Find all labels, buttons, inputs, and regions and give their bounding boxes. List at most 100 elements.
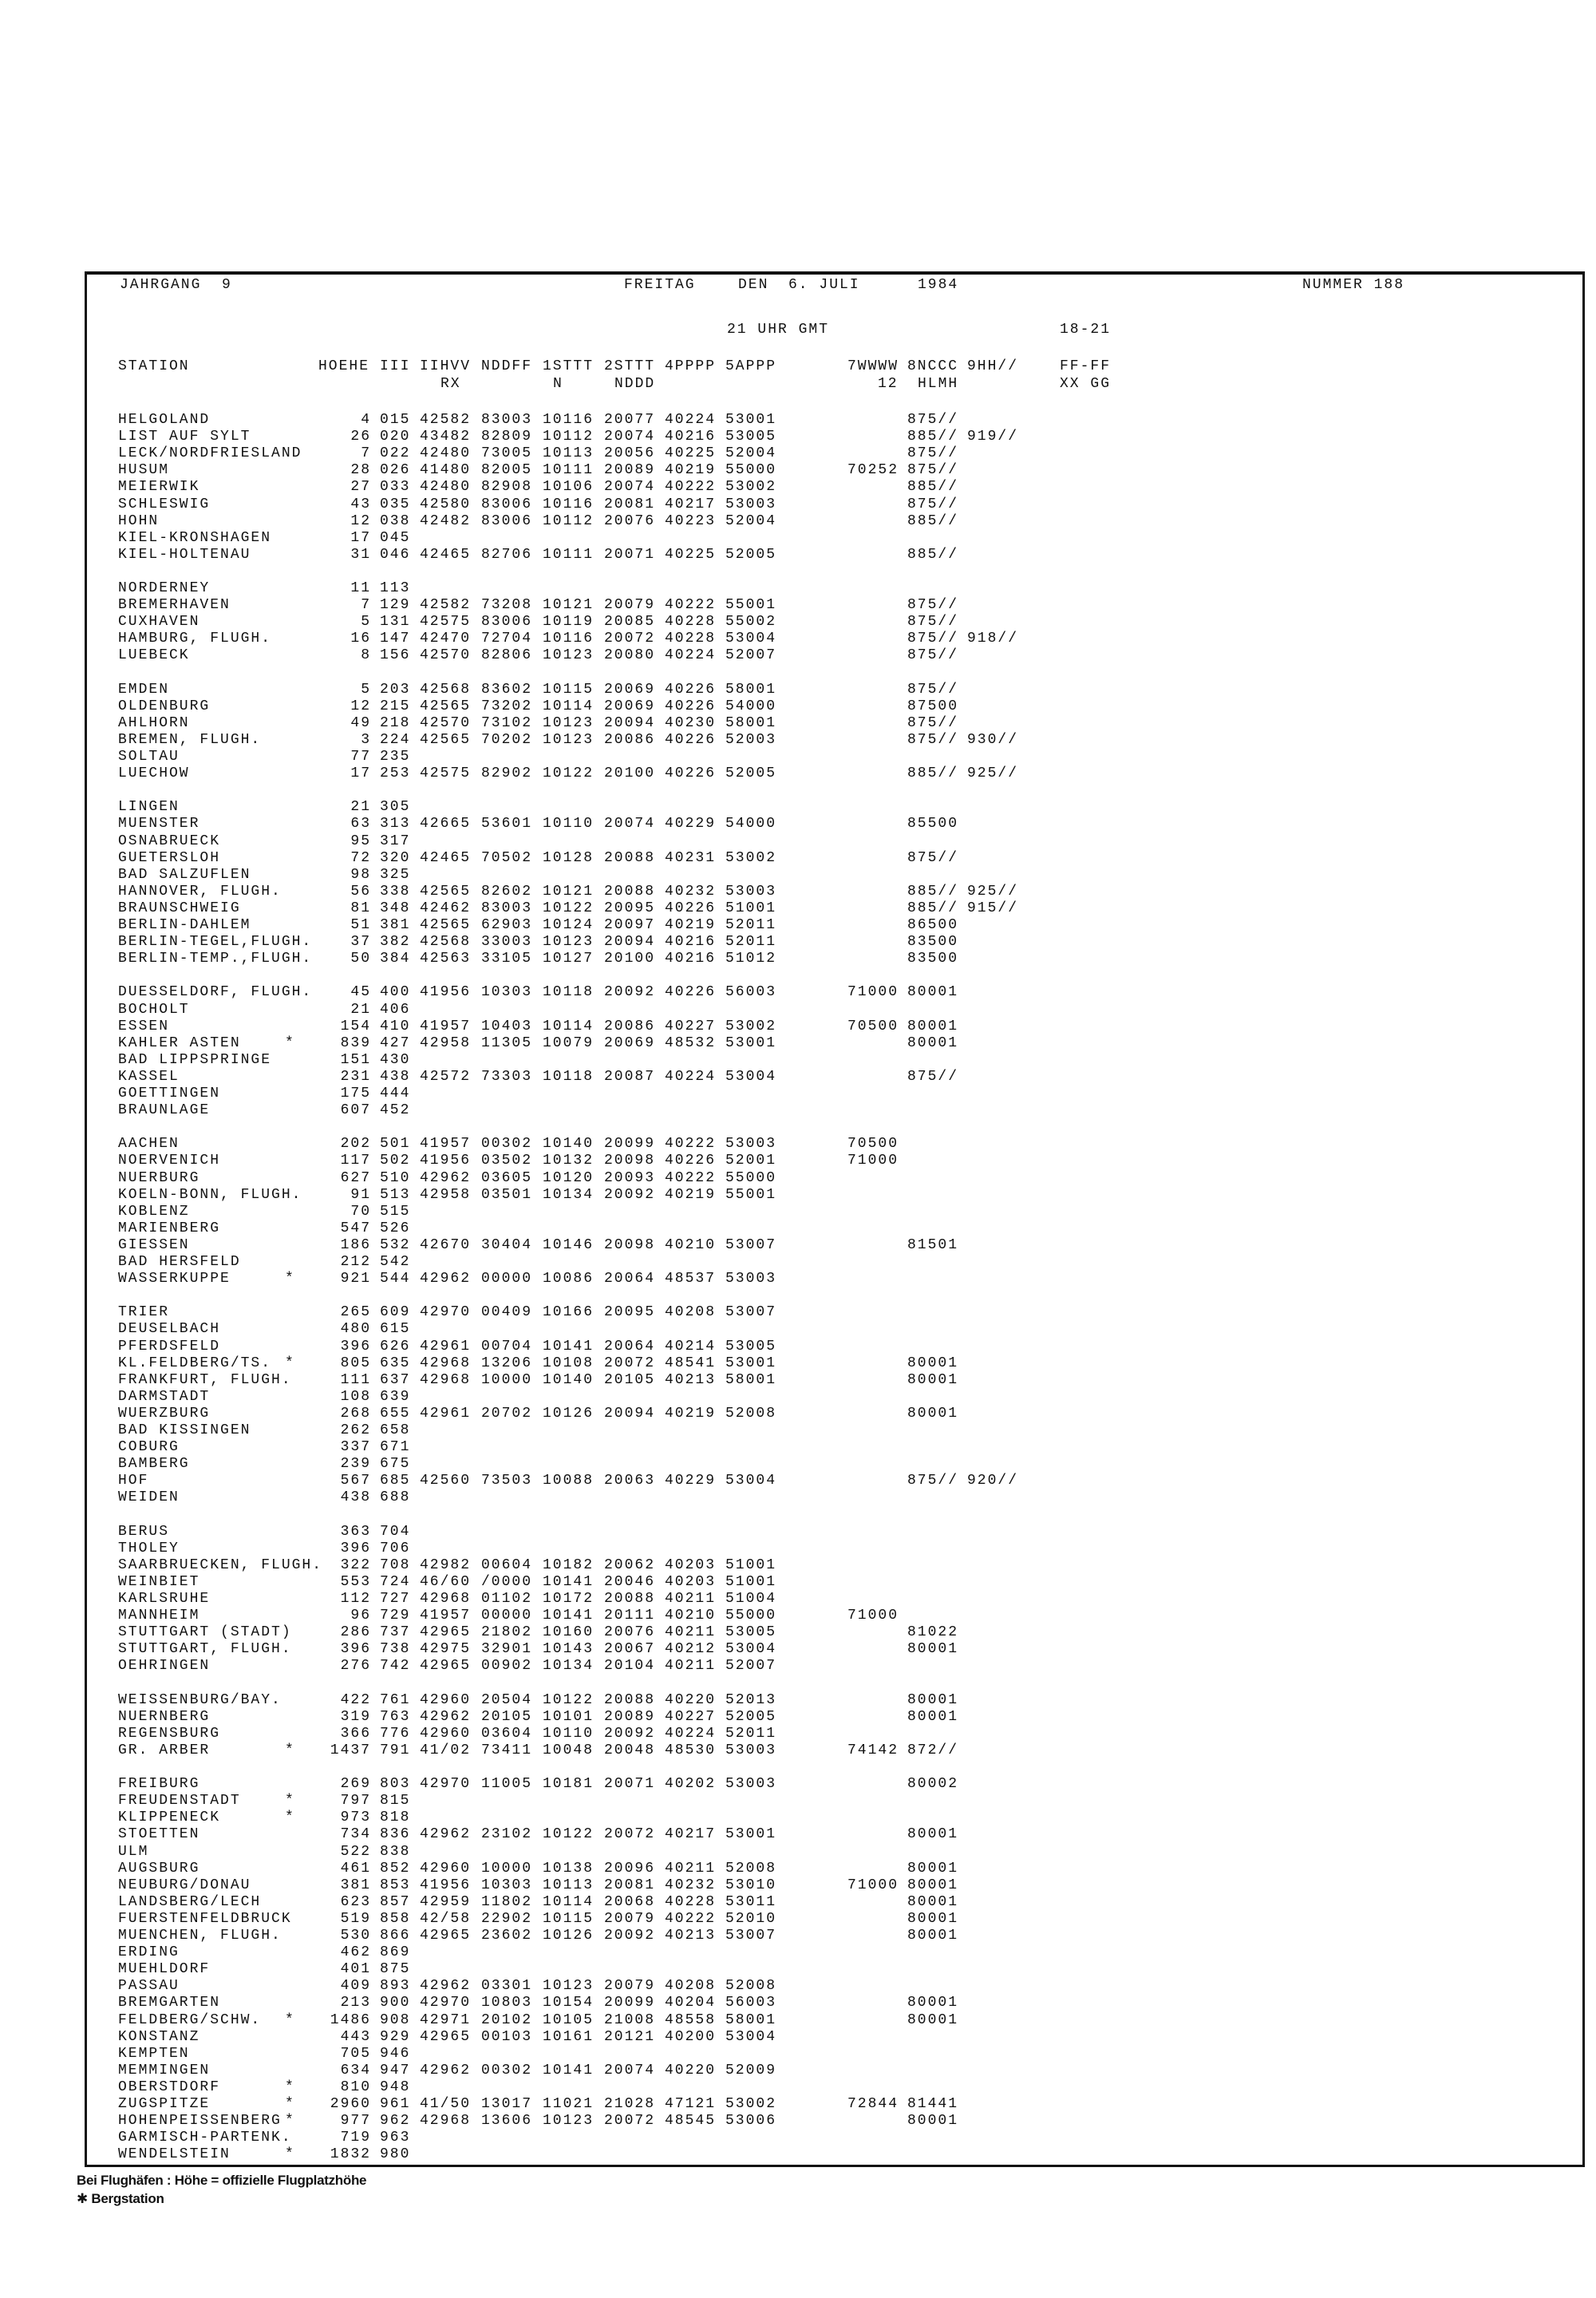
station-index: 853 <box>380 1877 411 1893</box>
code-group: 20074 <box>604 2062 656 2078</box>
station-index: 818 <box>380 1810 411 1826</box>
station-name: LUEBECK <box>118 647 190 664</box>
code-group: 20077 <box>604 412 656 428</box>
code-group: 32901 <box>481 1641 533 1658</box>
code-group: 20064 <box>604 1271 656 1287</box>
station-index: 501 <box>380 1136 411 1153</box>
station-index: 305 <box>380 799 411 816</box>
code-group: 03501 <box>481 1186 533 1203</box>
volume-label: JAHRGANG 9 <box>120 277 232 293</box>
code-group: 10161 <box>543 2028 595 2045</box>
station-name: PASSAU <box>118 1978 180 1995</box>
station-height: 72 <box>350 849 371 866</box>
station-name: LECK/NORDFRIESLAND <box>118 445 302 462</box>
code-group: 10141 <box>543 1338 595 1355</box>
code-group: 20062 <box>604 1556 656 1573</box>
station-height: 634 <box>340 2062 371 2078</box>
code-group: 20079 <box>604 597 656 614</box>
den-label: DEN <box>738 277 769 293</box>
code-group: 10105 <box>543 2011 595 2028</box>
station-height: 4 <box>361 412 371 428</box>
code-group: 82005 <box>481 462 533 479</box>
group-9hh: 930// <box>967 731 1019 748</box>
station-name: BERLIN-DAHLEM <box>118 917 251 933</box>
code-group: 40226 <box>665 900 717 916</box>
station-name: TRIER <box>118 1304 170 1321</box>
code-group: 42665 <box>420 816 472 833</box>
code-group: 53003 <box>725 1136 777 1153</box>
code-group: 21028 <box>604 2096 656 2112</box>
group-8nccc: 875// <box>907 1473 959 1489</box>
station-index: 947 <box>380 2062 411 2078</box>
table-row: KOBLENZ 70 515 <box>0 1203 1596 1220</box>
station-index: 869 <box>380 1944 411 1961</box>
code-group: 40226 <box>665 765 717 782</box>
station-height: 5 <box>361 614 371 631</box>
code-group: 11021 <box>543 2096 595 2112</box>
group-8nccc: 875// <box>907 496 959 512</box>
code-group: 42560 <box>420 1473 472 1489</box>
report-frame <box>85 271 1585 2167</box>
code-group: 10123 <box>543 731 595 748</box>
code-group: 20063 <box>604 1473 656 1489</box>
table-row: BREMERHAVEN 7 129 42582 73208 10121 20079 40222… <box>0 596 1596 614</box>
code-group: 40226 <box>665 681 717 698</box>
code-group: 01102 <box>481 1591 533 1607</box>
code-group: 20086 <box>604 1018 656 1034</box>
code-group: 43482 <box>420 429 472 445</box>
station-height: 2960 <box>330 2096 371 2112</box>
station-height: 51 <box>350 917 371 933</box>
station-height: 522 <box>340 1843 371 1860</box>
station-name: OLDENBURG <box>118 698 211 714</box>
station-index: 836 <box>380 1826 411 1843</box>
code-group: 41956 <box>420 984 472 1001</box>
code-group: 23102 <box>481 1826 533 1843</box>
station-index: 203 <box>380 681 411 698</box>
station-name: BERLIN-TEGEL,FLUGH. <box>118 934 313 951</box>
code-group: 20081 <box>604 1877 656 1893</box>
code-group: 03502 <box>481 1153 533 1169</box>
group-8nccc: 80001 <box>907 1860 959 1877</box>
station-index: 761 <box>380 1691 411 1708</box>
table-row: KIEL-KRONSHAGEN 17 045 <box>0 529 1596 547</box>
station-height: 151 <box>340 1051 371 1068</box>
station-height: 319 <box>340 1708 371 1725</box>
code-group: 10123 <box>543 934 595 951</box>
mountain-station-marker: * <box>285 1355 295 1371</box>
table-row: KARLSRUHE 112 727 42968 01102 10172 20088 40211… <box>0 1590 1596 1608</box>
code-group: 40226 <box>665 1153 717 1169</box>
station-name: LANDSBERG/LECH <box>118 1893 262 1910</box>
station-index: 526 <box>380 1220 411 1236</box>
table-row: OBERSTDORF * 810 948 <box>0 2078 1596 2096</box>
code-group: 10140 <box>543 1136 595 1153</box>
mountain-station-marker: * <box>285 2146 295 2163</box>
code-group: 53005 <box>725 429 777 445</box>
station-height: 112 <box>340 1591 371 1607</box>
table-row: MUENCHEN, FLUGH. 530 866 42965 23602 10126 200… <box>0 1927 1596 1944</box>
station-height: 43 <box>350 496 371 512</box>
code-group: 52011 <box>725 1725 777 1742</box>
code-group: 53005 <box>725 1624 777 1641</box>
station-index: 737 <box>380 1624 411 1641</box>
station-index: 635 <box>380 1355 411 1371</box>
group-7wwww: 72844 <box>847 2096 899 2112</box>
code-group: 55000 <box>725 1608 777 1624</box>
station-index: 430 <box>380 1051 411 1068</box>
station-index: 727 <box>380 1591 411 1607</box>
station-height: 553 <box>340 1573 371 1590</box>
station-index: 532 <box>380 1236 411 1253</box>
code-group: 10123 <box>543 714 595 731</box>
group-8nccc: 885// <box>907 512 959 529</box>
code-group: 82908 <box>481 479 533 496</box>
code-group: 53004 <box>725 1641 777 1658</box>
table-row: FELDBERG/SCHW. * 1486 908 42971 20102 10105 210… <box>0 2011 1596 2029</box>
code-group: 33105 <box>481 951 533 967</box>
station-name: AUGSBURG <box>118 1860 200 1877</box>
code-group: 20072 <box>604 1355 656 1371</box>
code-group: 03604 <box>481 1725 533 1742</box>
station-height: 17 <box>350 529 371 546</box>
table-row: REGENSBURG 366 776 42960 03604 10110 20092 4022… <box>0 1725 1596 1742</box>
code-group: 42580 <box>420 496 472 512</box>
group-8nccc: 875// <box>907 597 959 614</box>
table-row: WASSERKUPPE * 921 544 42962 00000 10086 20064 48… <box>0 1270 1596 1287</box>
